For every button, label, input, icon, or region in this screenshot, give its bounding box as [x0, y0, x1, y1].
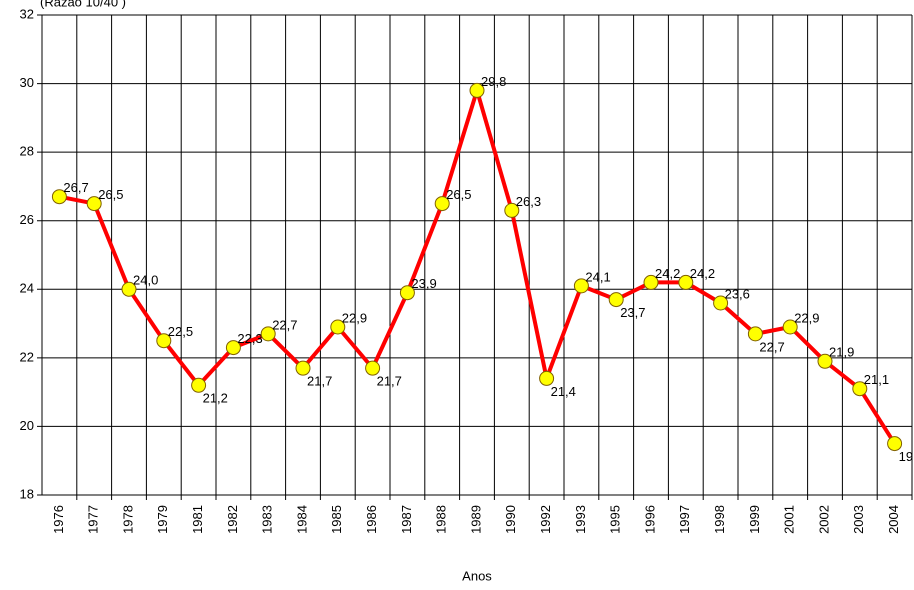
data-line	[59, 88, 897, 445]
y-tick-label: 20	[20, 418, 34, 433]
value-label: 26,7	[63, 180, 88, 195]
data-point	[295, 360, 311, 376]
value-label: 22,9	[342, 310, 367, 325]
value-label: 22,7	[272, 317, 297, 332]
x-tick-label: 1979	[155, 505, 170, 534]
value-label: 21,7	[377, 374, 402, 389]
x-tick-label: 1997	[677, 505, 692, 534]
value-label: 21,7	[307, 374, 332, 389]
data-point	[469, 82, 485, 98]
value-label: 29,8	[481, 74, 506, 89]
x-tick-label: 1981	[190, 505, 205, 534]
value-label: 24,2	[655, 266, 680, 281]
data-point	[434, 196, 450, 212]
y-tick-label: 18	[20, 486, 34, 501]
value-label: 26,3	[516, 194, 541, 209]
value-label: 22,7	[759, 339, 784, 354]
x-tick-label: 1996	[642, 505, 657, 534]
data-point	[399, 285, 415, 301]
x-tick-label: 1986	[364, 505, 379, 534]
x-tick-label: 1978	[120, 505, 135, 534]
data-point	[225, 340, 241, 356]
value-label: 21,9	[829, 345, 854, 360]
data-point	[121, 281, 137, 297]
data-point	[608, 292, 624, 308]
data-point	[330, 319, 346, 335]
x-tick-label: 1990	[503, 505, 518, 534]
data-point	[817, 353, 833, 369]
value-label: 26,5	[98, 187, 123, 202]
x-tick-label: 1983	[260, 505, 275, 534]
value-label: 24,1	[585, 269, 610, 284]
x-tick-label: 1987	[399, 505, 414, 534]
data-point	[678, 274, 694, 290]
value-label: 23,9	[411, 276, 436, 291]
data-point	[365, 360, 381, 376]
x-tick-label: 1989	[468, 505, 483, 534]
x-tick-label: 1992	[538, 505, 553, 534]
x-axis-label: Anos	[462, 568, 492, 583]
x-tick-label: 1993	[573, 505, 588, 534]
data-point	[573, 278, 589, 294]
x-tick-label: 1976	[51, 505, 66, 534]
data-point	[539, 370, 555, 386]
data-point	[504, 202, 520, 218]
x-tick-label: 2003	[851, 505, 866, 534]
y-tick-label: 24	[20, 281, 34, 296]
x-tick-label: 2001	[782, 505, 797, 534]
x-tick-label: 1999	[747, 505, 762, 534]
value-label: 23,7	[620, 305, 645, 320]
y-tick-label: 26	[20, 212, 34, 227]
x-tick-label: 1977	[86, 505, 101, 534]
x-tick-label: 1988	[434, 505, 449, 534]
x-tick-label: 1998	[712, 505, 727, 534]
value-label: 21,2	[203, 391, 228, 406]
x-tick-label: 1995	[608, 505, 623, 534]
y-tick-label: 22	[20, 349, 34, 364]
data-point	[852, 381, 868, 397]
value-label: 22,3	[237, 331, 262, 346]
data-point	[713, 295, 729, 311]
data-point	[747, 326, 763, 342]
data-point	[260, 326, 276, 342]
value-label: 22,5	[168, 324, 193, 339]
value-label: 19,5	[899, 449, 914, 464]
value-label: 26,5	[446, 187, 471, 202]
x-tick-label: 1984	[294, 505, 309, 534]
x-tick-label: 1982	[225, 505, 240, 534]
y-tick-label: 32	[20, 6, 34, 21]
x-tick-label: 2004	[886, 505, 901, 534]
value-label: 21,1	[864, 372, 889, 387]
value-label: 23,6	[725, 286, 750, 301]
value-label: 21,4	[551, 384, 576, 399]
data-point	[86, 196, 102, 212]
x-tick-label: 1985	[329, 505, 344, 534]
x-tick-label: 2002	[816, 505, 831, 534]
data-point	[156, 333, 172, 349]
y-axis-label: (Razão 10/40 )	[40, 0, 126, 9]
data-point	[887, 436, 903, 452]
data-point	[643, 274, 659, 290]
value-label: 24,2	[690, 266, 715, 281]
data-point	[51, 189, 67, 205]
value-label: 24,0	[133, 273, 158, 288]
data-point	[191, 377, 207, 393]
y-tick-label: 30	[20, 75, 34, 90]
y-tick-label: 28	[20, 144, 34, 159]
value-label: 22,9	[794, 310, 819, 325]
data-point	[782, 319, 798, 335]
